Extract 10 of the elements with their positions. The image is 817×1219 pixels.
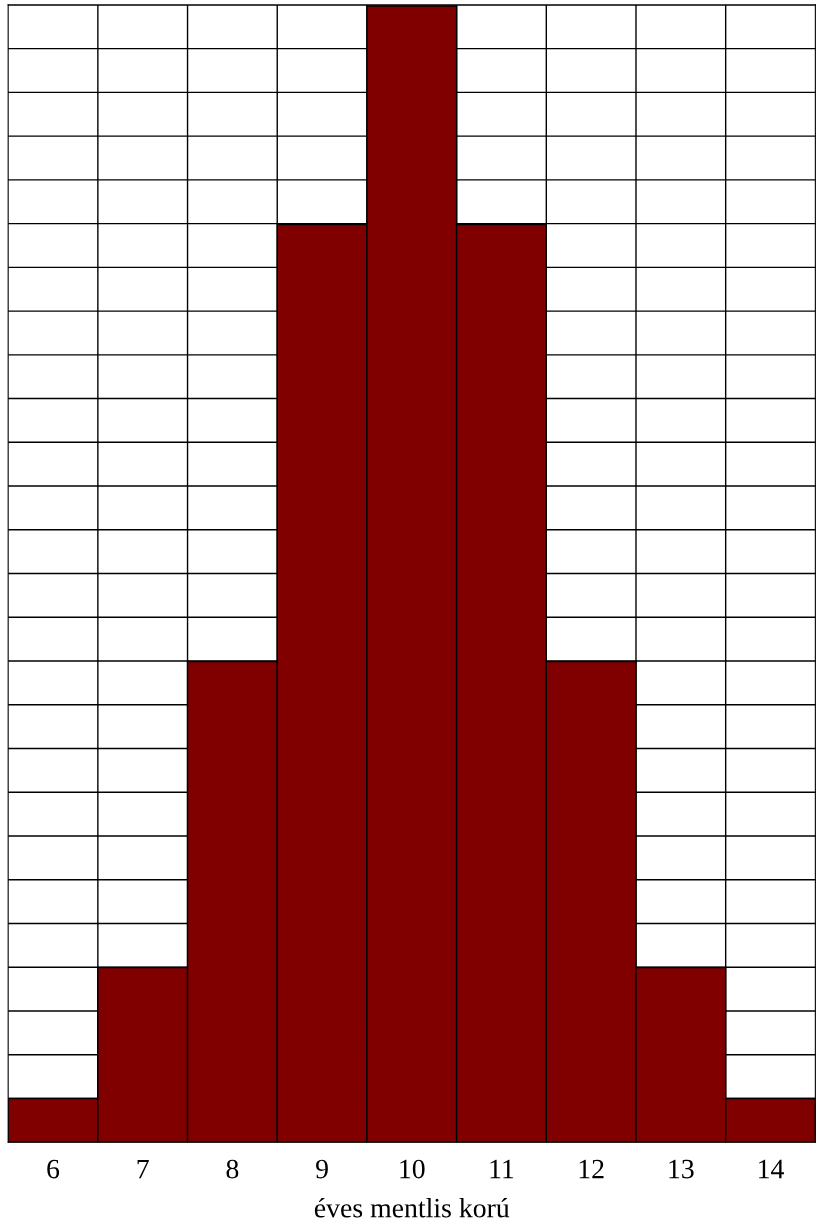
x-tick-label: 13 — [669, 1159, 694, 1179]
x-tick-label: 12 — [579, 1159, 604, 1179]
x-tick-label: 10 — [400, 1159, 425, 1179]
x-tick-label: 6 — [47, 1159, 60, 1179]
x-tick-label: 9 — [316, 1159, 328, 1179]
x-tick-label: 8 — [226, 1159, 239, 1179]
x-tick-label: 7 — [137, 1159, 149, 1179]
x-tick-label: 11 — [490, 1159, 514, 1179]
x-tick-label: 14 — [759, 1159, 784, 1179]
x-axis-title: éves mentlis korú — [314, 1197, 510, 1218]
